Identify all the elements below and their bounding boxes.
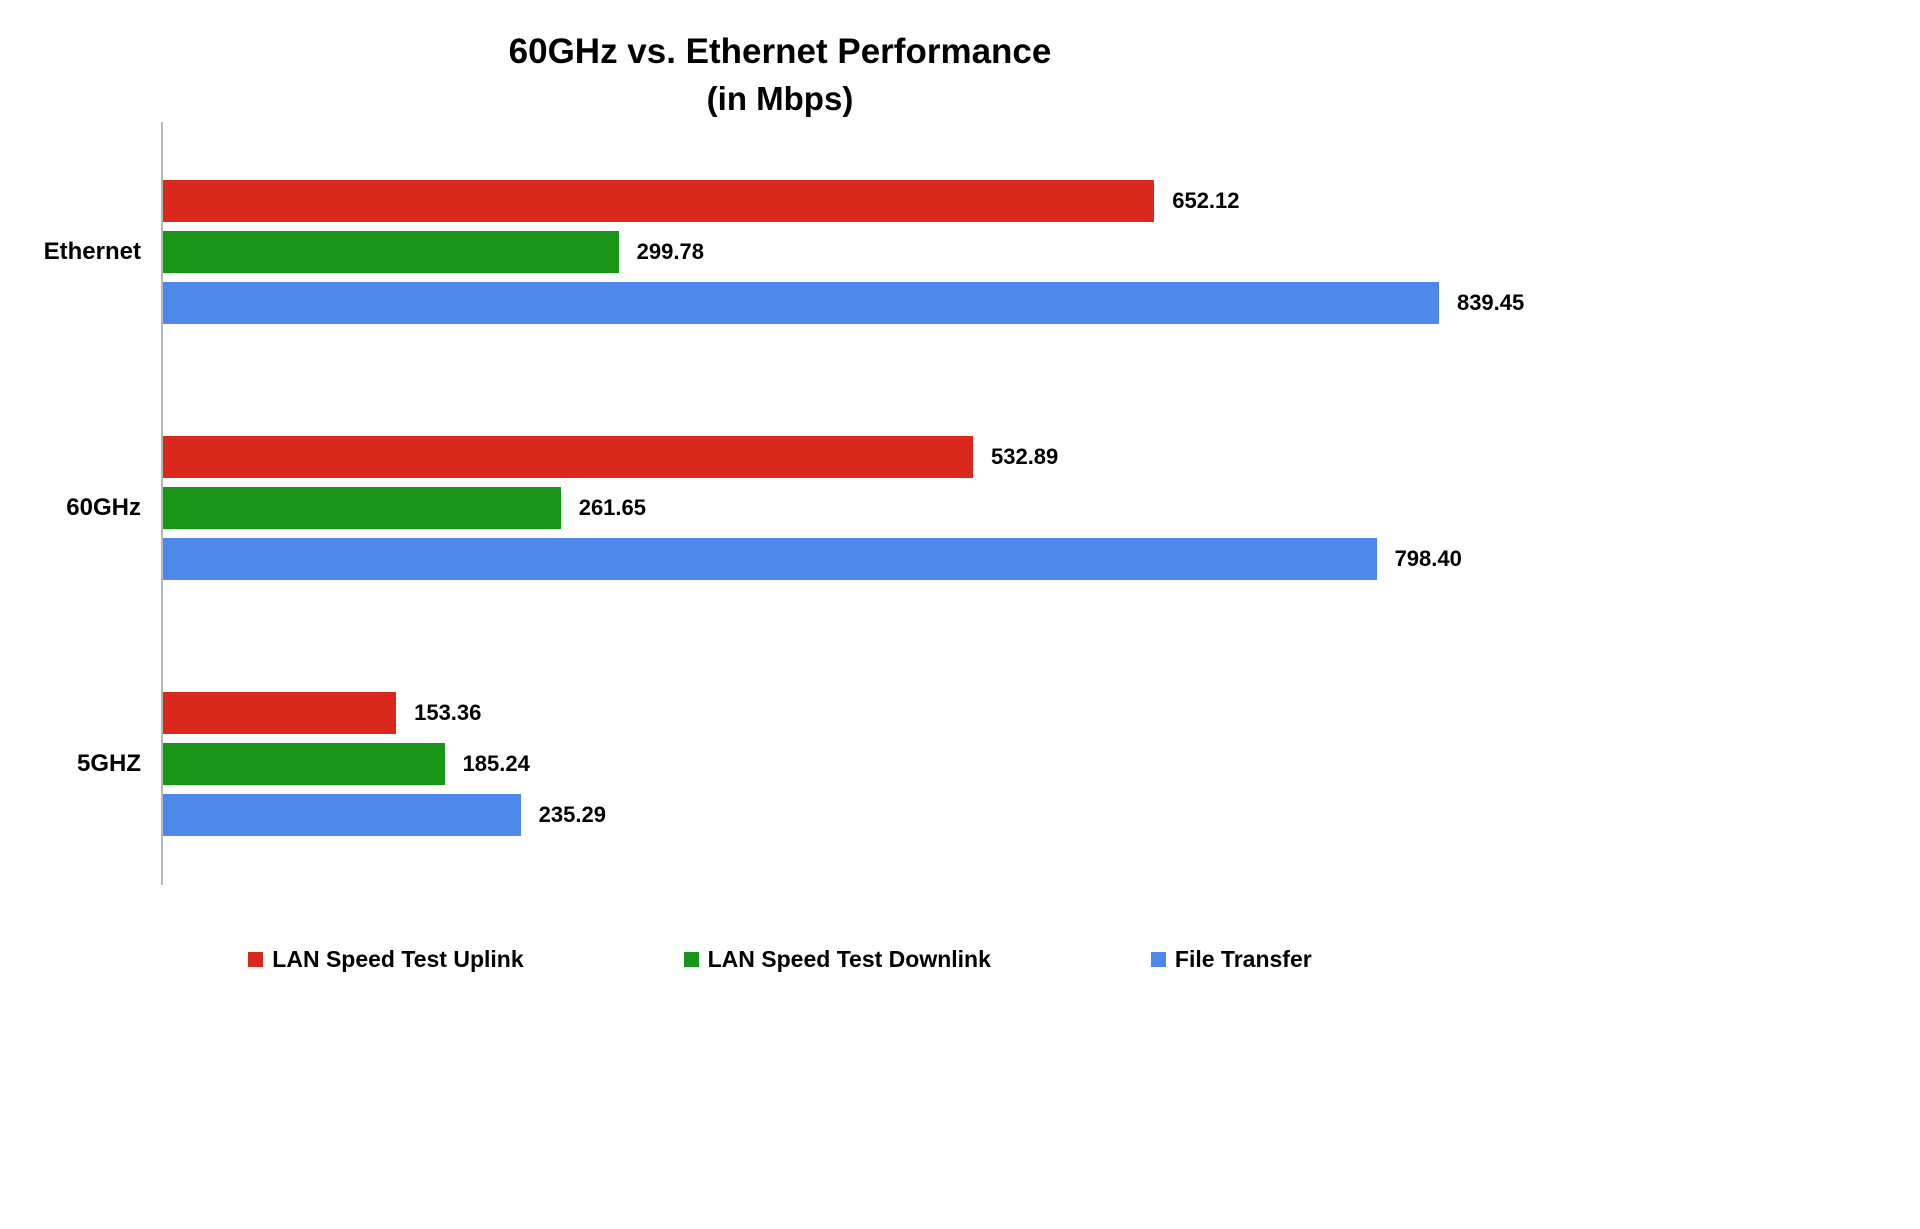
bar-value-label: 798.40 [1394,546,1462,571]
bar-value-label: 261.65 [578,495,646,520]
bar-row: 532.89 [163,436,1462,478]
legend-item-downlink: LAN Speed Test Downlink [683,946,991,973]
bar-lan-speed-test-uplink-ethernet [163,180,1155,222]
bar-value-label: 532.89 [990,444,1059,469]
chart-title: 60GHz vs. Ethernet Performance [508,32,1052,71]
bar-lan-speed-test-downlink-ethernet [163,231,619,273]
chart-subtitle: (in Mbps) [706,79,854,117]
legend-item-uplink: LAN Speed Test Uplink [248,946,524,973]
category-label-60ghz: 60GHz [66,494,141,521]
bar-lan-speed-test-uplink-5ghz [163,692,397,734]
bar-value-label: 299.78 [636,239,704,264]
category-label-ethernet: Ethernet [43,238,141,265]
legend-label-downlink: LAN Speed Test Downlink [707,946,991,972]
legend-label-file-transfer: File Transfer [1174,946,1312,972]
bar-row: 185.24 [163,743,606,785]
chart-title-block: 60GHz vs. Ethernet Performance (in Mbps) [0,30,1560,119]
bar-value-label: 839.45 [1456,290,1525,315]
bar-value-label: 652.12 [1172,188,1240,213]
legend-swatch-uplink [248,952,264,967]
bar-row: 299.78 [163,231,1524,273]
legend-item-file-transfer: File Transfer [1150,946,1312,973]
bar-value-label: 185.24 [462,751,530,776]
legend-swatch-downlink [683,952,699,967]
bar-file-transfer-ethernet [163,282,1439,324]
bar-groups: Ethernet 652.12 299.78 839.45 60GHz 532.89 261… [0,122,1920,836]
legend-label-uplink: LAN Speed Test Uplink [272,946,524,972]
bar-row: 261.65 [163,487,1462,529]
bar-file-transfer-60ghz [163,538,1377,580]
bar-stack: 153.36 185.24 235.29 [163,692,606,836]
bar-group-ethernet: Ethernet 652.12 299.78 839.45 [0,180,1920,324]
bar-stack: 532.89 261.65 798.40 [163,436,1462,580]
bar-row: 839.45 [163,282,1524,324]
bar-group-5ghz: 5GHZ 153.36 185.24 235.29 [0,692,1920,836]
bar-row: 652.12 [163,180,1524,222]
bar-lan-speed-test-downlink-5ghz [163,743,445,785]
bar-row: 235.29 [163,794,606,836]
legend: LAN Speed Test Uplink LAN Speed Test Dow… [0,946,1560,973]
bar-value-label: 153.36 [414,700,482,725]
bar-row: 798.40 [163,538,1462,580]
bar-value-label: 235.29 [538,802,606,827]
bar-lan-speed-test-downlink-60ghz [163,487,561,529]
y-axis-line [161,122,163,885]
bar-lan-speed-test-uplink-60ghz [163,436,973,478]
category-label-5ghz: 5GHZ [76,750,141,777]
bar-stack: 652.12 299.78 839.45 [163,180,1524,324]
bar-group-60ghz: 60GHz 532.89 261.65 798.40 [0,436,1920,580]
bar-file-transfer-5ghz [163,794,521,836]
bar-row: 153.36 [163,692,606,734]
legend-swatch-file-transfer [1150,952,1166,967]
